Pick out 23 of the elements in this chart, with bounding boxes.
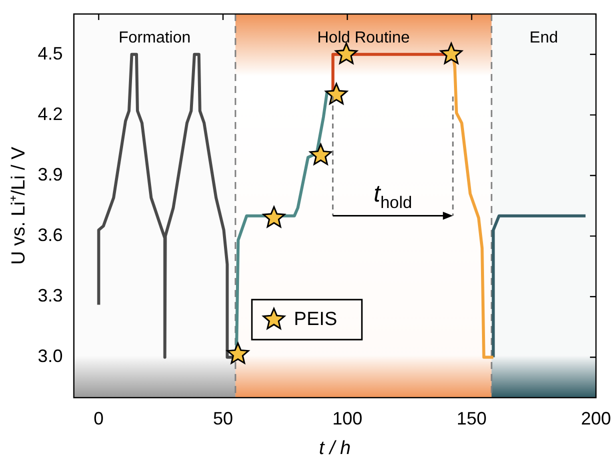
x-tick-label: 50 <box>212 408 234 428</box>
x-tick-label: 100 <box>332 408 362 428</box>
point <box>226 342 250 364</box>
x-axis-title: t / h <box>319 438 351 459</box>
point <box>310 144 332 165</box>
y-tick-label: 4.5 <box>38 43 63 64</box>
y-axis-title: U vs. Li⁺/Li / V <box>8 146 30 265</box>
x-tick-label: 200 <box>580 408 612 428</box>
x-tick-label: 150 <box>456 408 487 428</box>
y-tick-label: 3.3 <box>38 286 63 306</box>
x-tick-label: 0 <box>94 408 104 428</box>
band-label: Formation <box>118 29 191 46</box>
band-label: Hold Routine <box>317 29 410 46</box>
point <box>440 42 462 64</box>
point <box>335 42 358 64</box>
point <box>325 83 348 104</box>
y-tick-label: 3.0 <box>38 346 63 366</box>
y-tick-label: 3.6 <box>38 225 63 246</box>
point <box>262 206 286 228</box>
band-label: End <box>530 29 558 46</box>
legend-label: PEIS <box>294 308 338 330</box>
y-tick-label: 3.9 <box>38 164 63 184</box>
y-tick-label: 4.2 <box>38 104 63 124</box>
